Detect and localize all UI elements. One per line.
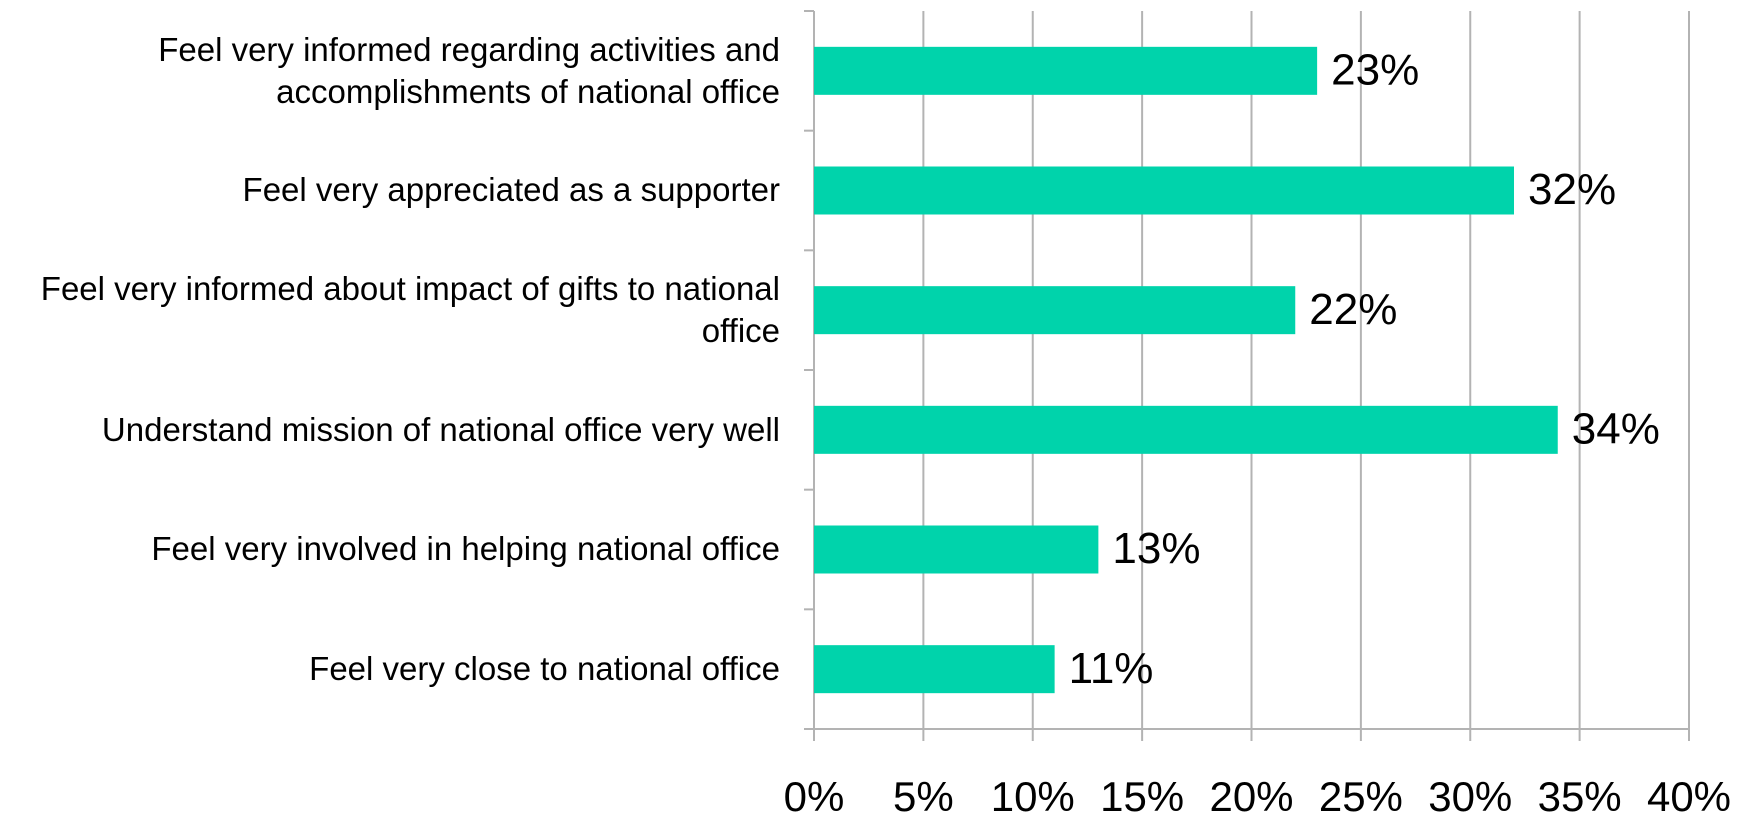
bar (814, 405, 1558, 454)
y-tick-label: Feel very close to national office (309, 650, 780, 688)
category-label-box: Feel very involved in helping national o… (151, 530, 780, 568)
y-tick-label: Understand mission of national office ve… (101, 410, 780, 448)
data-label: 34% (1572, 404, 1660, 453)
category-label-box: Understand mission of national office ve… (101, 410, 780, 448)
data-label: 32% (1528, 165, 1616, 214)
x-tick-label: 40% (1647, 773, 1731, 818)
bar (814, 46, 1318, 95)
bar (814, 286, 1296, 335)
y-tick-label: Feel very informed regarding activities … (158, 30, 780, 110)
bar (814, 525, 1099, 574)
bar (814, 166, 1514, 215)
category-label-box: Feel very appreciated as a supporter (242, 171, 780, 209)
x-tick-label: 15% (1100, 773, 1184, 818)
category-label-box: Feel very close to national office (309, 650, 780, 688)
data-label: 22% (1309, 285, 1397, 334)
x-tick-label: 30% (1428, 773, 1512, 818)
category-label-box: Feel very informed regarding activities … (158, 30, 780, 110)
data-label: 13% (1112, 524, 1200, 573)
category-label-box: Feel very informed about impact of gifts… (40, 270, 780, 350)
y-tick-label: Feel very appreciated as a supporter (242, 171, 780, 209)
x-tick-label: 35% (1538, 773, 1622, 818)
x-tick-label: 20% (1209, 773, 1293, 818)
data-label: 23% (1331, 45, 1419, 94)
x-tick-label: 5% (893, 773, 954, 818)
y-tick-label: Feel very informed about impact of gifts… (40, 270, 780, 350)
x-tick-label: 25% (1319, 773, 1403, 818)
x-tick-label: 10% (991, 773, 1075, 818)
data-label: 11% (1069, 644, 1154, 693)
x-tick-label: 0% (784, 773, 845, 818)
y-tick-label: Feel very involved in helping national o… (151, 530, 780, 568)
bar (814, 645, 1055, 694)
